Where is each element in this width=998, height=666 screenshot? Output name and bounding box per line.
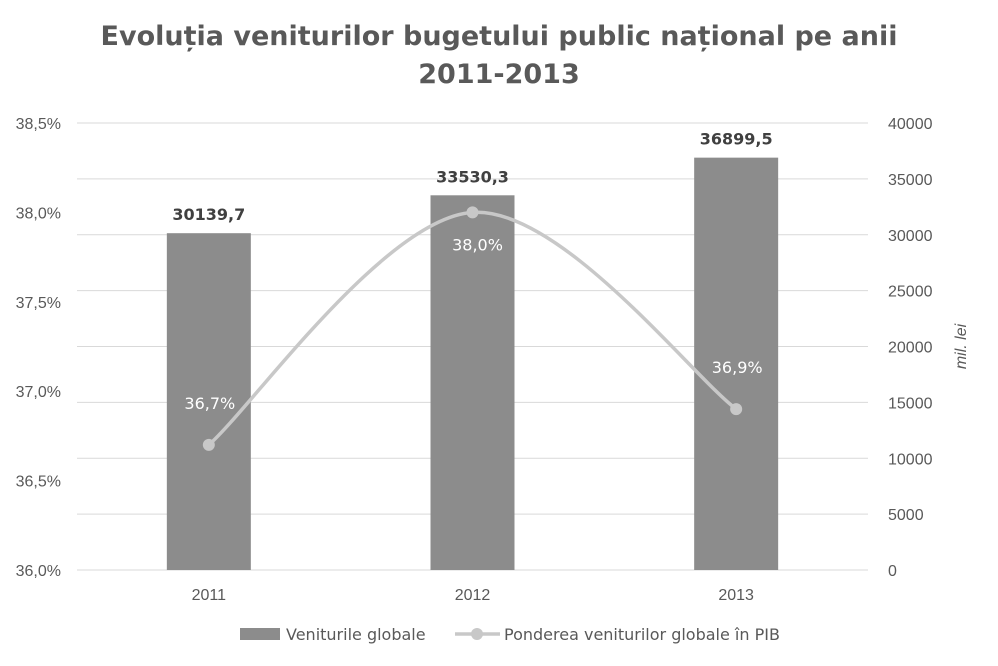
right-axis-tick-label: 5000 — [888, 507, 924, 524]
line-point — [466, 206, 479, 219]
line-data-label: 38,0% — [452, 235, 503, 254]
bar-veniturile-globale — [430, 195, 515, 571]
line-point — [202, 438, 215, 451]
right-axis-tick-label: 15000 — [888, 395, 933, 412]
left-axis-tick-label: 38,0% — [16, 205, 61, 222]
x-axis-tick-label: 2012 — [455, 587, 491, 604]
legend-label-ponderea: Ponderea veniturilor globale în PIB — [504, 625, 780, 644]
x-axis-tick-label: 2013 — [718, 587, 754, 604]
bar-veniturile-globale — [694, 157, 779, 571]
bar-veniturile-globale — [166, 233, 251, 571]
right-axis-tick-label: 25000 — [888, 284, 933, 301]
right-axis-tick-label: 20000 — [888, 340, 933, 357]
left-axis-tick-label: 36,0% — [16, 563, 61, 580]
line-data-label: 36,7% — [184, 394, 235, 413]
left-axis-tick-label: 38,5% — [16, 116, 61, 133]
right-axis-tick-label: 40000 — [888, 116, 933, 133]
left-axis-tick-label: 37,5% — [16, 295, 61, 312]
bar-data-label: 33530,3 — [436, 167, 509, 186]
left-axis-tick-label: 36,5% — [16, 474, 61, 491]
chart-title-line-2: 2011-2013 — [418, 59, 580, 90]
line-data-label: 36,9% — [712, 358, 763, 377]
bar-data-label: 36899,5 — [700, 130, 773, 149]
chart-title-line-1: Evoluția veniturilor bugetului public na… — [100, 21, 898, 52]
bar-data-label: 30139,7 — [172, 205, 245, 224]
right-axis-tick-label: 0 — [888, 563, 897, 580]
left-axis-tick-label: 37,0% — [16, 384, 61, 401]
right-axis-title: mil. lei — [953, 323, 970, 369]
right-axis-tick-label: 10000 — [888, 451, 933, 468]
legend-label-veniturile-globale: Veniturile globale — [286, 625, 426, 644]
chart-title: Evoluția veniturilor bugetului public na… — [0, 18, 998, 94]
legend-line-marker — [471, 628, 483, 640]
right-axis-tick-label: 30000 — [888, 228, 933, 245]
right-axis-tick-label: 35000 — [888, 172, 933, 189]
legend-bar-swatch — [240, 628, 280, 640]
line-point — [730, 403, 743, 416]
x-axis-tick-label: 2011 — [192, 587, 227, 604]
